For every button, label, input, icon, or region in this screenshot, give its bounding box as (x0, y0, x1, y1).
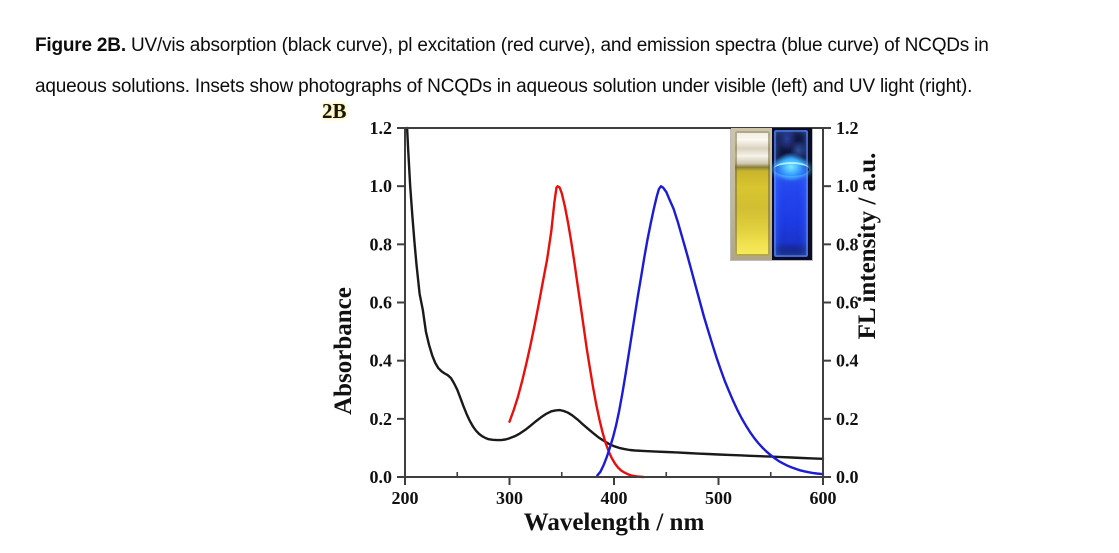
x-tick-label: 500 (705, 488, 732, 508)
panel-label: 2B (322, 99, 347, 123)
y-right-tick-label: 0.6 (836, 293, 859, 313)
y-right-tick-label: 0.2 (836, 409, 859, 429)
y-left-tick-label: 0.8 (370, 234, 393, 254)
y-left-tick-label: 1.2 (370, 118, 393, 138)
absorption-curve (405, 126, 825, 460)
y-left-tick-label: 0.2 (370, 409, 393, 429)
y-right-tick-label: 1.2 (836, 118, 859, 138)
y-left-tick-label: 1.0 (370, 176, 393, 196)
y-right-tick-label: 0.8 (836, 234, 859, 254)
x-tick-label: 400 (601, 488, 628, 508)
y-right-tick-label: 0.4 (836, 351, 859, 371)
y-left-tick-label: 0.4 (370, 351, 393, 371)
caption-text-1: UV/vis absorption (black curve), pl exci… (131, 35, 989, 56)
uv-meniscus-glow (774, 162, 810, 176)
excitation-curve (508, 184, 645, 479)
emission-curve (596, 184, 825, 477)
x-tick-label: 300 (496, 488, 523, 508)
inset-photo (731, 128, 812, 260)
y-right-tick-label: 0.0 (836, 467, 859, 487)
y-left-tick-label: 0.0 (370, 467, 393, 487)
cuvette-visible-liquid (735, 131, 770, 256)
cuvette-uv-liquid (773, 130, 808, 257)
x-axis-title: Wavelength / nm (524, 509, 705, 536)
y-axis-title-right: FL intensity / a.u. (854, 153, 881, 340)
x-tick-label: 600 (810, 488, 837, 508)
x-tick-label: 200 (392, 488, 419, 508)
y-right-tick-label: 1.0 (836, 176, 859, 196)
y-left-tick-label: 0.6 (370, 293, 393, 313)
caption-figure-number: Figure 2B. (35, 35, 126, 56)
caption-line-2: aqueous solutions. Insets show photograp… (35, 76, 973, 97)
cuvette-uv-light-photo (771, 128, 812, 260)
y-axis-title-left: Absorbance (330, 287, 357, 415)
cuvette-visible-light-photo (731, 128, 772, 260)
caption-line-1: Figure 2B. UV/vis absorption (black curv… (35, 25, 1115, 66)
figure-caption: Figure 2B. UV/vis absorption (black curv… (35, 25, 1115, 107)
